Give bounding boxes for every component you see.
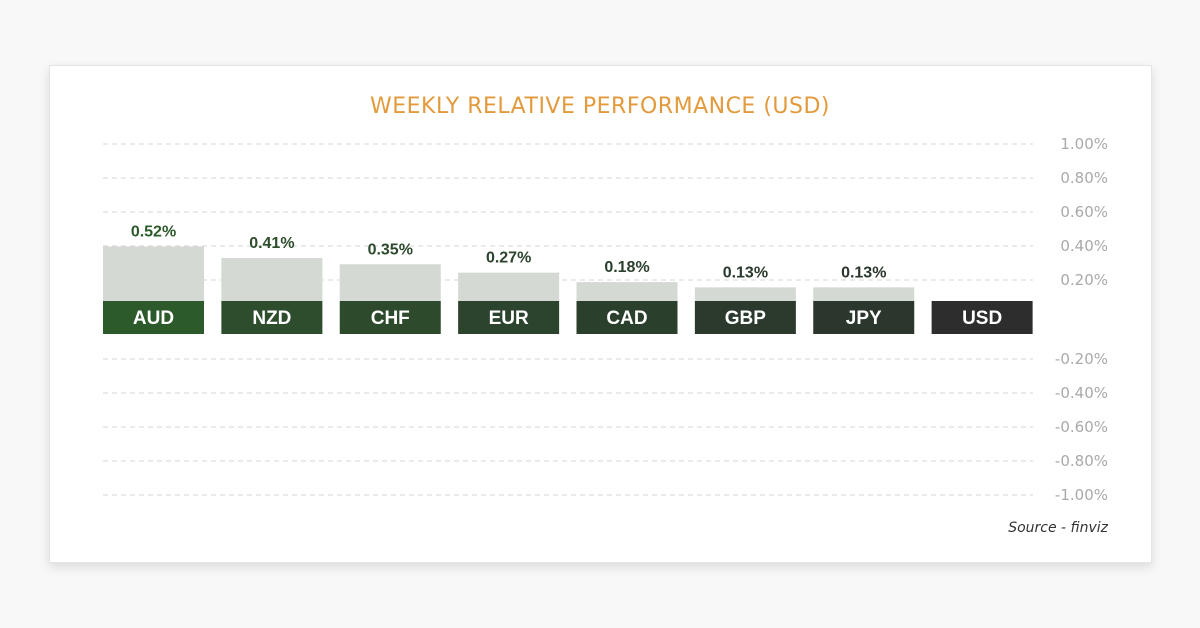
y-tick-label: 0.20% — [1060, 271, 1108, 289]
data-label: 0.41% — [249, 235, 294, 252]
bar — [458, 272, 560, 301]
category-label: CHF — [371, 308, 410, 329]
data-label: 0.35% — [368, 241, 413, 258]
bar — [221, 257, 323, 301]
bar — [339, 264, 441, 301]
category-label: USD — [962, 308, 1002, 329]
y-tick-label: 0.80% — [1060, 169, 1108, 187]
chart-card: WEEKLY RELATIVE PERFORMANCE (USD) 1.00% 0.… — [49, 65, 1152, 563]
y-tick-label: -0.60% — [1055, 418, 1108, 436]
data-label: 0.13% — [723, 264, 768, 281]
y-tick-label: -0.40% — [1055, 384, 1108, 402]
category-band — [931, 301, 1033, 334]
bar-chart: WEEKLY RELATIVE PERFORMANCE (USD) 1.00% 0.… — [103, 94, 1109, 536]
y-tick-label: 1.00% — [1060, 135, 1108, 153]
bar — [576, 282, 678, 301]
category-label: GBP — [725, 308, 767, 329]
y-tick-label: 0.40% — [1060, 237, 1108, 255]
source-note: Source - finviz — [1008, 520, 1108, 536]
category-band — [813, 301, 915, 334]
category-label: EUR — [489, 308, 529, 329]
data-label: 0.52% — [131, 223, 176, 240]
category-band — [576, 301, 678, 334]
category-band — [458, 301, 560, 334]
category-band — [221, 301, 323, 334]
y-tick-label: -1.00% — [1055, 486, 1108, 504]
chart-title: WEEKLY RELATIVE PERFORMANCE (USD) — [370, 94, 830, 119]
category-band — [694, 301, 796, 334]
category-label: JPY — [846, 308, 882, 329]
y-tick-label: -0.20% — [1055, 350, 1108, 368]
category-label: NZD — [252, 308, 291, 329]
data-label: 0.18% — [604, 259, 649, 276]
bar — [103, 246, 204, 301]
y-tick-label: -0.80% — [1055, 452, 1108, 470]
category-label: AUD — [133, 308, 174, 329]
category-band — [103, 301, 204, 334]
y-tick-label: 0.60% — [1060, 203, 1108, 221]
data-label: 0.27% — [486, 250, 531, 267]
bar — [813, 287, 915, 301]
category-label: CAD — [606, 308, 647, 329]
data-label: 0.13% — [841, 264, 886, 281]
category-band — [339, 301, 441, 334]
bar — [694, 287, 796, 301]
